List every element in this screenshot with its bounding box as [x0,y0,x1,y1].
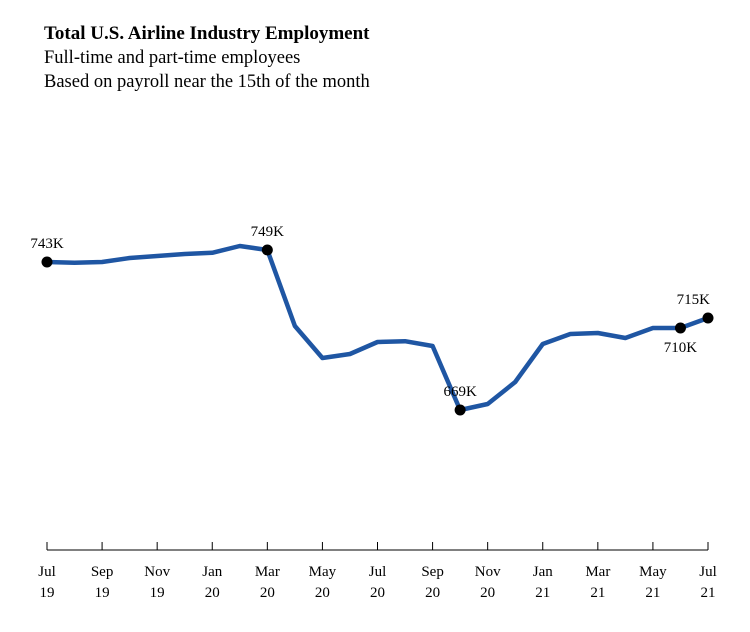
x-tick-label-year: 21 [701,585,716,601]
x-tick-label-month: Mar [255,564,280,580]
marker-layer [41,244,714,416]
x-tick-label-month: Jul [369,564,387,580]
data-label: 715K [677,292,711,308]
x-tick-label-year: 21 [590,585,605,601]
x-tick-label-month: Jul [699,564,717,580]
data-point-marker [41,256,53,268]
x-tick-label-month: Nov [144,564,170,580]
data-point-marker [454,404,466,416]
x-tick-label-year: 21 [645,585,660,601]
x-tick-label-year: 20 [315,585,330,601]
data-label: 710K [664,340,698,356]
data-point-marker [702,312,714,324]
chart-header: Total U.S. Airline Industry Employment F… [44,22,370,94]
x-tick-label-month: Mar [585,564,610,580]
chart-subtitle-line1: Full-time and part-time employees [44,48,301,68]
x-tick-label-month: Jul [38,564,56,580]
x-tick-label-year: 19 [95,585,110,601]
x-tick-label-year: 20 [370,585,385,601]
x-tick-label-year: 21 [535,585,550,601]
data-label: 669K [443,384,477,400]
data-point-marker [674,322,686,334]
x-axis: Jul 19 Sep 19 Nov 19 Jan 20 Mar 20 May 20 Jul 20 Sep 20… [38,542,717,601]
data-label: 749K [251,224,285,240]
x-tick-label-year: 20 [260,585,275,601]
x-tick-label-month: Jan [202,564,222,580]
x-tick-label-month: Nov [475,564,501,580]
chart-title: Total U.S. Airline Industry Employment [44,23,370,44]
x-tick-label-year: 20 [425,585,440,601]
x-tick-label-month: Sep [421,564,444,580]
x-tick-label-month: May [639,564,667,580]
x-tick-label-year: 19 [150,585,165,601]
x-tick-label-year: 20 [205,585,220,601]
employment-series-line [44,243,711,413]
data-point-marker [261,244,273,256]
x-tick-label-month: May [309,564,337,580]
data-label: 743K [30,236,64,252]
x-tick-label-year: 20 [480,585,495,601]
x-tick-label-month: Sep [91,564,114,580]
x-tick-label-month: Jan [533,564,553,580]
x-tick-label-year: 19 [40,585,55,601]
chart-subtitle-line2: Based on payroll near the 15th of the mo… [44,72,370,92]
data-label-layer: 743K 749K 669K 710K 715K [30,224,710,400]
series-line-layer [44,243,711,413]
